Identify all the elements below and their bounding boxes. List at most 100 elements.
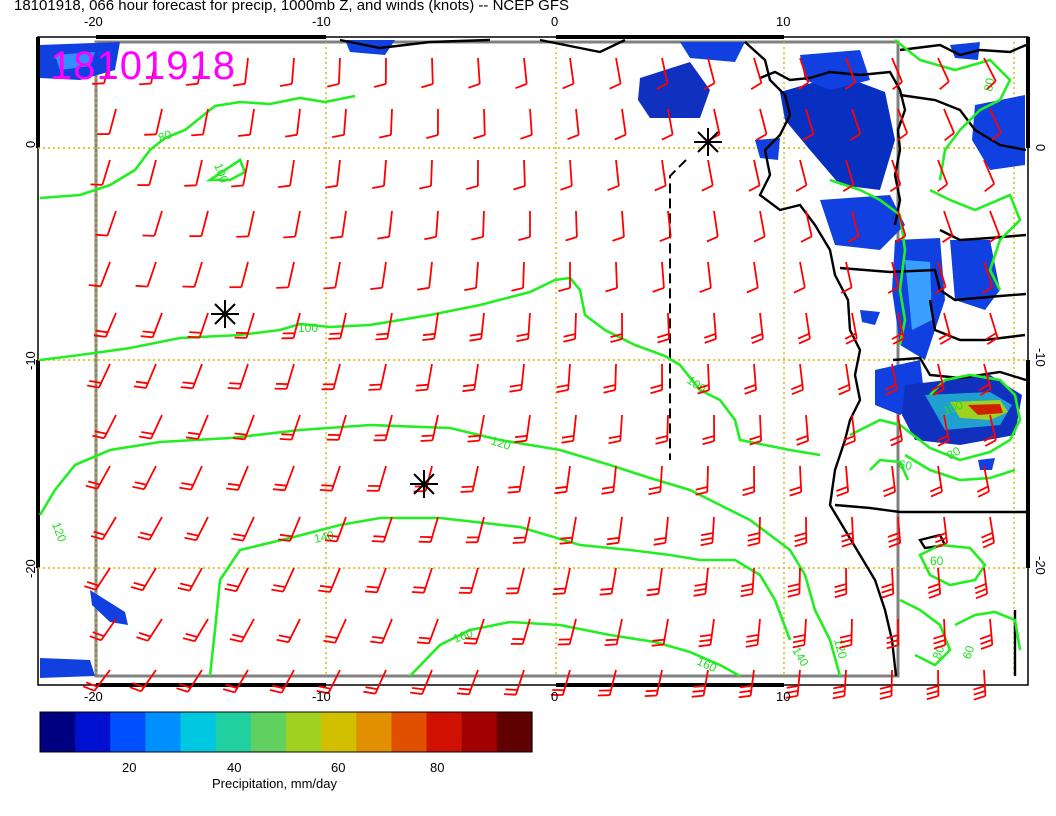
wind-barb <box>277 516 301 542</box>
wind-barb <box>140 312 163 339</box>
colorbar-swatch <box>391 712 428 752</box>
wind-barb <box>332 108 347 138</box>
wind-barb <box>841 516 855 548</box>
pressure-centers <box>211 128 722 498</box>
wind-barb <box>373 414 393 442</box>
wind-barb <box>139 414 163 440</box>
axis-labels: -20 -10 0 10 -20 -10 0 10 0 -10 -20 0 -1… <box>23 14 1048 704</box>
wind-barb <box>604 618 623 646</box>
wind-barb <box>884 363 898 396</box>
wind-barb <box>983 414 997 447</box>
wind-barb <box>460 465 479 493</box>
map-title: 18101918, 066 hour forecast for precip, … <box>14 0 569 14</box>
wind-barb <box>420 414 439 442</box>
wind-barb <box>139 57 157 86</box>
wind-barb <box>232 57 249 87</box>
y-tick-right: -10 <box>1033 348 1048 367</box>
wind-barb <box>363 669 387 695</box>
wind-barb <box>609 57 622 90</box>
wind-barb <box>559 516 577 545</box>
wind-barb <box>269 669 295 694</box>
wind-barb <box>837 363 851 396</box>
wind-barb <box>416 618 439 645</box>
wind-barb <box>471 210 485 241</box>
wind-barb <box>896 108 909 142</box>
x-tick-top: 0 <box>551 14 558 29</box>
wind-barb <box>473 108 486 140</box>
wind-barb <box>937 159 949 193</box>
wind-barb <box>509 363 525 393</box>
contour-label: 60 <box>930 554 944 568</box>
center-marker <box>211 300 239 328</box>
wind-barb <box>790 363 804 396</box>
wind-barb <box>844 312 858 345</box>
contour-label: 160 <box>451 626 475 646</box>
wind-barb <box>95 210 117 237</box>
wind-barb <box>422 312 439 341</box>
wind-barb <box>232 414 255 441</box>
wind-barb <box>468 57 481 89</box>
wind-barb <box>466 159 479 190</box>
wind-barb <box>891 57 903 91</box>
wind-barb <box>136 618 163 642</box>
wind-barb <box>424 210 439 241</box>
colorbar-swatch <box>286 712 322 752</box>
wind-barb <box>608 414 623 445</box>
colorbar-swatch <box>496 712 533 752</box>
wind-barb <box>132 465 157 491</box>
wind-barb <box>375 312 393 341</box>
wind-barb <box>316 669 341 695</box>
wind-barb <box>144 108 163 136</box>
wind-barb <box>133 363 157 389</box>
wind-barb <box>644 669 663 697</box>
wind-barb <box>283 210 301 239</box>
wind-barb <box>983 159 996 193</box>
wind-barb <box>849 108 862 142</box>
wind-barb <box>943 108 955 142</box>
wind-barb <box>793 261 806 294</box>
wind-barb <box>561 414 577 444</box>
wind-barb <box>562 57 575 90</box>
wind-barb <box>887 516 902 548</box>
contour-label: 100 <box>211 161 231 185</box>
wind-barb <box>97 108 117 136</box>
wind-barb <box>612 210 625 242</box>
wind-barb <box>92 414 117 440</box>
wind-barb <box>185 414 209 440</box>
wind-barb <box>607 159 620 192</box>
wind-barb <box>318 567 341 593</box>
wind-barb <box>229 618 255 643</box>
wind-barb <box>889 159 902 193</box>
wind-barb <box>87 363 111 389</box>
colorbar-swatch <box>180 712 217 752</box>
wind-barb <box>274 363 295 390</box>
wind-barb <box>457 669 479 696</box>
wind-barb <box>505 567 525 595</box>
wind-barb <box>797 57 810 91</box>
wind-barb <box>792 618 807 649</box>
wind-barb <box>463 618 485 645</box>
wind-barb <box>285 108 301 138</box>
date-stamp: 18101918 <box>50 44 236 88</box>
wind-barb <box>745 618 761 648</box>
colorbar-swatch <box>250 712 287 752</box>
wind-barb <box>372 159 387 189</box>
wind-barb <box>701 159 714 192</box>
contour-label: 120 <box>49 520 69 544</box>
contour-label: 80 <box>945 444 964 463</box>
wind-barb <box>836 465 849 497</box>
wind-barb <box>743 363 757 395</box>
wind-barb <box>177 567 203 592</box>
wind-barb <box>176 669 203 693</box>
wind-barb <box>832 669 847 700</box>
y-tick-left: -10 <box>23 351 38 370</box>
x-tick-bottom: 10 <box>776 689 790 704</box>
y-tick-right: -20 <box>1033 556 1048 575</box>
wind-barb <box>556 363 571 394</box>
wind-barb <box>373 57 387 88</box>
colorbar-tick: 20 <box>122 760 137 775</box>
wind-barb <box>92 57 111 85</box>
wind-barb <box>800 210 813 243</box>
wind-barb <box>787 567 801 598</box>
